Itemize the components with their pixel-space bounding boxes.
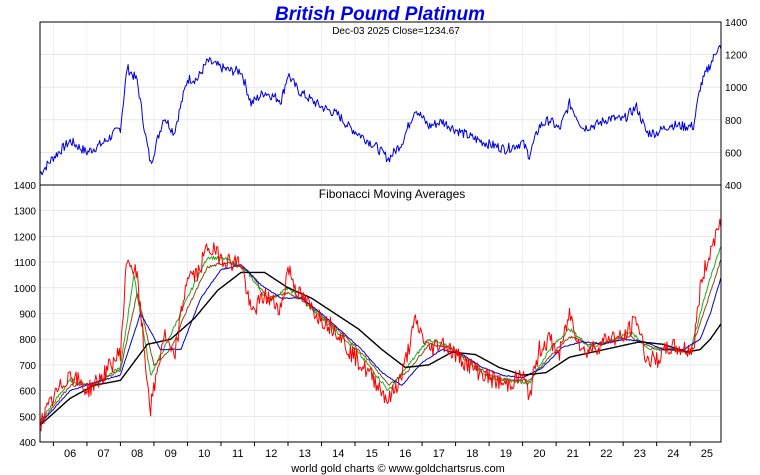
footer-credit: world gold charts © www.goldchartsrus.co…: [290, 463, 505, 475]
bottom-panel-title: Fibonacci Moving Averages: [319, 187, 466, 201]
bottom-series-line-0: [39, 218, 722, 432]
bottom-series: [39, 218, 722, 432]
bottom-y-tick-label: 1200: [14, 232, 37, 243]
bottom-series-line-2: [39, 259, 722, 424]
bottom-series-line-4: [39, 271, 722, 426]
top-y-tick-label: 1000: [725, 83, 748, 94]
top-series: [39, 45, 722, 176]
x-tick-label: 21: [567, 448, 579, 460]
bottom-series-line-3: [39, 264, 722, 425]
x-tick-label: 17: [433, 448, 445, 460]
bottom-y-tick-label: 700: [19, 361, 36, 372]
top-series-line-0: [39, 45, 722, 176]
top-y-tick-label: 600: [725, 148, 742, 159]
bottom-y-tick-label: 900: [19, 310, 36, 321]
x-tick-label: 20: [533, 448, 545, 460]
bottom-y-tick-label: 1100: [14, 258, 36, 269]
top-panel: 400 600 800 1000 1200 1400 British Pound Plat…: [39, 4, 748, 192]
x-tick-label: 09: [165, 448, 177, 460]
bottom-y-tick-label: 500: [19, 412, 36, 423]
top-y-tick-label: 800: [725, 116, 742, 127]
x-tick-label: 06: [64, 448, 76, 460]
bottom-y-tick-label: 800: [19, 335, 36, 346]
x-tick-label: 12: [265, 448, 277, 460]
top-grid: [40, 21, 721, 186]
x-tick-label: 19: [500, 448, 512, 460]
bottom-y-tick-label: 1400: [14, 181, 37, 192]
top-y-tick-label: 400: [725, 181, 742, 192]
bottom-series-line-1: [39, 246, 722, 421]
x-tick-label: 23: [634, 448, 646, 460]
x-tick-label: 11: [232, 448, 243, 460]
x-tick-label: 15: [366, 448, 378, 460]
x-tick-label: 24: [667, 448, 679, 460]
bottom-panel: 400 500 600 700 800 900 1000 1100 1200 1300 1400 F…: [14, 181, 722, 449]
x-tick-label: 14: [332, 448, 344, 460]
x-tick-label: 08: [131, 448, 143, 460]
x-axis: 06 07 08 09 10 11 12 13 14 15 16 17 18 19 20 21 22 23 24 25: [52, 442, 713, 460]
x-tick-label: 07: [98, 448, 110, 460]
bottom-y-tick-label: 1000: [14, 284, 37, 295]
x-tick-label: 25: [701, 448, 713, 460]
bottom-yticks: 400 500 600 700 800 900 1000 1100 1200 1300 1400: [14, 181, 37, 449]
x-tick-label: 18: [466, 448, 478, 460]
top-y-tick-label: 1400: [725, 18, 748, 29]
chart-title: British Pound Platinum: [275, 4, 485, 25]
top-yticks: 400 600 800 1000 1200 1400: [725, 18, 748, 192]
bottom-panel-frame: [39, 184, 722, 443]
x-tick-label: 22: [600, 448, 612, 460]
chart-subtitle: Dec-03 2025 Close=1234.67: [332, 26, 460, 37]
bottom-y-tick-label: 400: [19, 438, 36, 449]
x-tick-label: 10: [198, 448, 210, 460]
top-panel-frame: [39, 21, 722, 186]
x-tick-label: 13: [299, 448, 311, 460]
x-tick-label: 16: [399, 448, 411, 460]
bottom-y-tick-label: 1300: [14, 207, 37, 218]
bottom-y-tick-label: 600: [19, 387, 36, 398]
top-y-tick-label: 1200: [725, 51, 748, 62]
